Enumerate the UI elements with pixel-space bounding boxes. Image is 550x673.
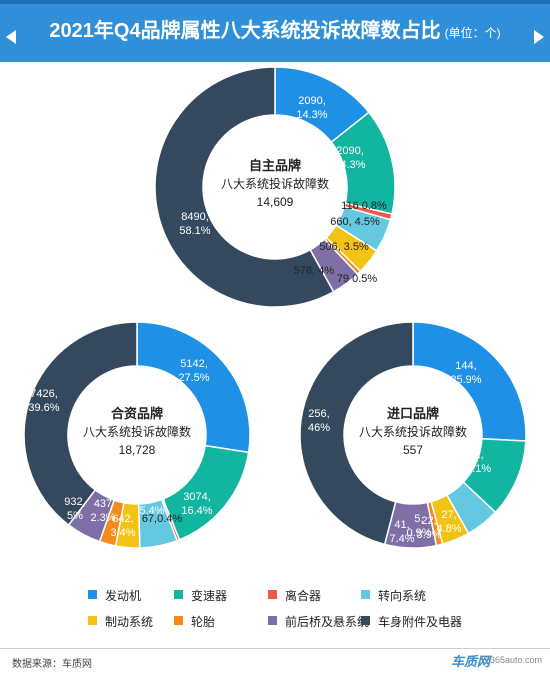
slice-1 xyxy=(136,321,251,454)
page-title: 2021年Q4品牌属性八大系统投诉故障数占比 (单位：个) xyxy=(0,18,550,46)
center-label-2: 八大系统投诉故障数 xyxy=(83,424,191,439)
legend-swatch xyxy=(268,616,277,626)
center-label-3: 14,609 xyxy=(257,195,294,209)
data-label: 25.9% xyxy=(450,374,481,386)
title-banner: 2021年Q4品牌属性八大系统投诉故障数占比 (单位：个) xyxy=(0,0,550,62)
data-label: 3074, xyxy=(183,491,211,503)
legend-swatch xyxy=(361,616,370,626)
data-label: 5142, xyxy=(180,358,208,370)
data-label: 11.1% xyxy=(461,463,492,475)
legend: 发动机 变速器 离合器 转向系统制动系统 轮胎 前后桥及悬系统 车身附件及电器 xyxy=(0,585,550,635)
center-label-3: 557 xyxy=(403,443,423,457)
title-banner-stripe xyxy=(0,0,550,4)
data-label: 437 xyxy=(94,498,112,510)
data-label: 41, xyxy=(394,519,409,531)
data-label: 2090, xyxy=(298,95,326,107)
slice-8 xyxy=(154,66,335,308)
center-label-1: 自主品牌 xyxy=(249,158,301,173)
legend-swatch xyxy=(174,590,183,600)
data-label: 62, xyxy=(468,449,483,461)
data-label: 79 0.5% xyxy=(337,273,378,285)
legend-swatch xyxy=(268,590,277,600)
legend-swatch xyxy=(88,616,97,626)
brand-url: 12365auto.com xyxy=(479,655,542,665)
data-label: 116 0.8% xyxy=(341,200,387,212)
slice-8 xyxy=(23,321,138,526)
data-label: 27.5% xyxy=(178,372,209,384)
data-label: 0.9% xyxy=(406,527,431,539)
data-label: 27, xyxy=(441,509,456,521)
data-label: 8490, xyxy=(181,211,209,223)
center-label-2: 八大系统投诉故障数 xyxy=(359,424,467,439)
legend-item: 车身附件及电器 xyxy=(361,613,462,629)
data-label: 642, xyxy=(112,513,133,525)
data-label: 5, xyxy=(414,513,423,525)
donut-joint-venture: 合资品牌八大系统投诉故障数18,7285142,27.5%3074,16.4%6… xyxy=(23,321,251,549)
data-label: 7.4% xyxy=(389,533,414,545)
data-label: 3.4% xyxy=(110,527,135,539)
legend-swatch xyxy=(361,590,370,600)
legend-label: 发动机 xyxy=(105,588,142,603)
data-label: 3.9% xyxy=(416,529,441,541)
center-label-1: 合资品牌 xyxy=(111,406,163,421)
legend-label: 离合器 xyxy=(285,588,322,603)
arrow-right-icon xyxy=(534,30,544,44)
arrow-left-icon xyxy=(6,30,16,44)
page-title-text: 2021年Q4品牌属性八大系统投诉故障数占比 xyxy=(49,20,441,42)
data-source: 数据来源：车质网 xyxy=(12,659,92,670)
legend-label: 转向系统 xyxy=(378,588,427,603)
data-label: 58.1% xyxy=(179,225,210,237)
data-label: 932, xyxy=(64,496,85,508)
data-label: 5.4% xyxy=(139,505,164,517)
legend-label: 轮胎 xyxy=(191,614,216,629)
data-label: 578, 4% xyxy=(294,265,335,277)
center-label-2: 八大系统投诉故障数 xyxy=(221,176,329,191)
data-label: 22, xyxy=(421,515,436,527)
data-label: 144, xyxy=(455,360,476,372)
data-label: 1008, xyxy=(138,491,166,503)
data-label: 67,0.4% xyxy=(142,513,183,525)
legend-item: 前后桥及悬系统 xyxy=(268,613,369,629)
center-label-1: 进口品牌 xyxy=(387,406,439,421)
legend-item: 制动系统 xyxy=(88,613,153,629)
unit-label: (单位：个) xyxy=(444,26,501,40)
legend-label: 车身附件及电器 xyxy=(378,614,463,629)
footer: 数据来源：车质网 车质网 12365auto.com xyxy=(0,648,550,673)
data-label: 46% xyxy=(308,422,330,434)
data-label: 4.8% xyxy=(436,523,461,535)
data-label: 39.6% xyxy=(28,402,59,414)
legend-item: 轮胎 xyxy=(174,613,215,629)
legend-swatch xyxy=(174,616,183,626)
legend-item: 发动机 xyxy=(88,587,141,603)
legend-item: 转向系统 xyxy=(361,587,426,603)
data-label: 14.3% xyxy=(296,109,327,121)
brand-logo: 车质网 xyxy=(450,654,490,669)
data-label: 2.3% xyxy=(90,512,115,524)
legend-label: 制动系统 xyxy=(105,614,154,629)
slice-8 xyxy=(299,321,414,546)
legend-label: 前后桥及悬系统 xyxy=(285,614,370,629)
legend-item: 离合器 xyxy=(268,587,321,603)
data-label: 5% xyxy=(67,510,83,522)
data-label: 256, xyxy=(308,408,329,420)
data-label: 660, 4.5% xyxy=(330,216,380,228)
data-label: 14.3% xyxy=(334,159,365,171)
legend-label: 变速器 xyxy=(191,588,228,603)
data-label: 2090, xyxy=(336,145,364,157)
chart-area: 自主品牌八大系统投诉故障数 14,609 2090, 14.3% 2090, 14.3% 1… xyxy=(0,62,550,642)
legend-swatch xyxy=(88,590,97,600)
legend-item: 变速器 xyxy=(174,587,227,603)
data-label: 7426, xyxy=(30,388,58,400)
data-label: 16.4% xyxy=(181,505,212,517)
center-label-3: 18,728 xyxy=(119,443,156,457)
data-label: 506, 3.5% xyxy=(319,241,369,253)
